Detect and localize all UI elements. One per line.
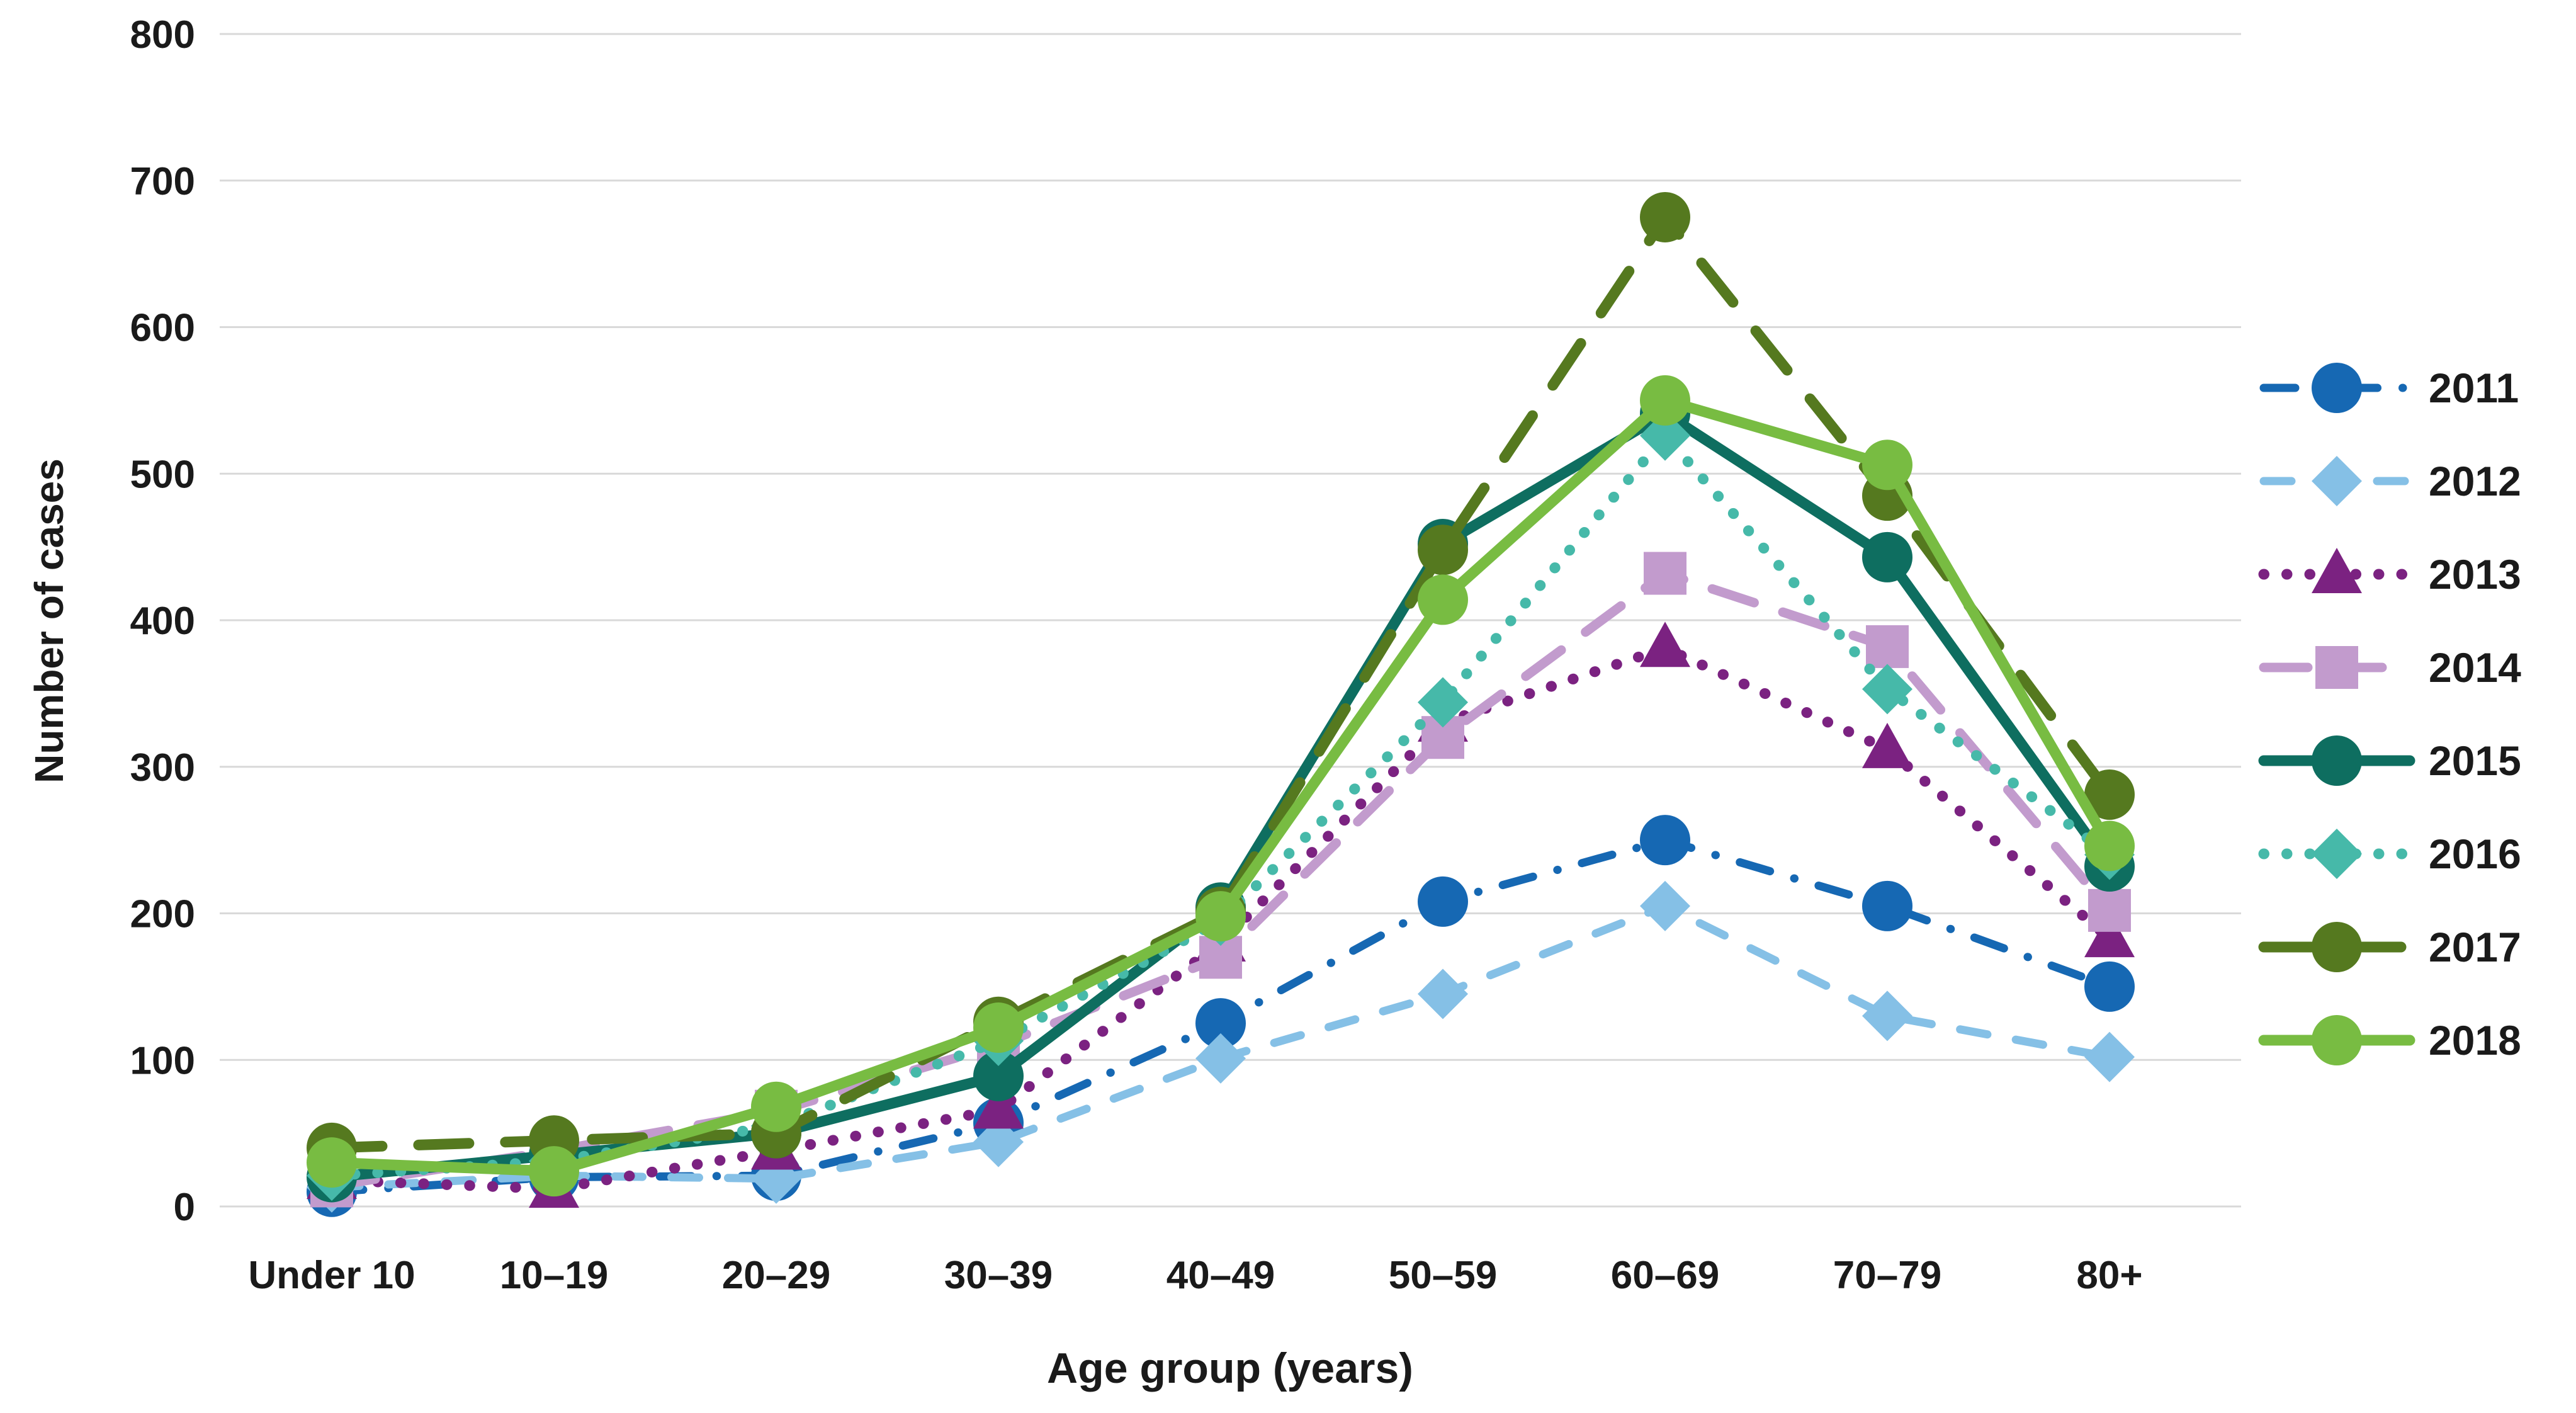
circle-marker <box>1418 876 1468 927</box>
legend-label: 2014 <box>2429 644 2521 691</box>
triangle-marker <box>1862 722 1912 768</box>
legend: 2011 2012 2013 2014 2015 2016 2017 2018 <box>2258 363 2521 1065</box>
y-tick-label: 700 <box>130 160 195 203</box>
legend-item-2014: 2014 <box>2259 644 2521 691</box>
legend-item-2012: 2012 <box>2259 456 2521 506</box>
diamond-marker <box>2084 1031 2135 1082</box>
legend-label: 2013 <box>2429 551 2521 598</box>
diamond-marker <box>1862 990 1912 1041</box>
y-axis-title: Number of cases <box>26 458 72 783</box>
circle-marker <box>1862 440 1912 491</box>
x-tick-label: 30–39 <box>944 1254 1053 1297</box>
circle-marker <box>2084 820 2135 871</box>
diamond-marker <box>2312 456 2362 506</box>
legend-item-2015: 2015 <box>2258 735 2521 786</box>
series-line-2014 <box>327 569 2115 1191</box>
legend-item-2018: 2018 <box>2258 1015 2521 1065</box>
x-tick-label: 80+ <box>2076 1254 2142 1297</box>
legend-item-2011: 2011 <box>2259 363 2519 413</box>
legend-label: 2012 <box>2429 458 2521 504</box>
y-axis-tick-labels: 0 100 200 300 400 500 600 700 800 <box>130 13 195 1229</box>
y-tick-label: 0 <box>174 1186 195 1229</box>
circle-marker <box>1195 998 1246 1049</box>
triangle-marker <box>2312 548 2362 593</box>
x-axis-tick-labels: Under 10 10–19 20–29 30–39 40–49 50–59 60–69 70… <box>248 1254 2142 1297</box>
diamond-marker <box>2312 829 2362 879</box>
diamond-marker <box>1640 410 1690 461</box>
triangle-marker <box>2084 912 2135 958</box>
circle-marker <box>1640 815 1690 866</box>
x-tick-label: 40–49 <box>1167 1254 1275 1297</box>
circle-marker <box>2084 961 2135 1012</box>
circle-marker <box>2312 363 2362 413</box>
y-tick-label: 500 <box>130 453 195 496</box>
circle-marker <box>2312 922 2362 972</box>
legend-label: 2018 <box>2429 1017 2521 1064</box>
triangle-marker <box>973 1083 1024 1129</box>
circle-marker <box>973 1002 1024 1053</box>
legend-label: 2015 <box>2429 737 2521 784</box>
gridlines <box>220 33 2241 1208</box>
y-tick-label: 100 <box>130 1039 195 1082</box>
x-tick-label: Under 10 <box>248 1254 415 1297</box>
data-series <box>307 191 2135 1217</box>
x-tick-label: 60–69 <box>1611 1254 1719 1297</box>
legend-item-2016: 2016 <box>2258 829 2521 879</box>
circle-marker <box>973 1050 1024 1101</box>
diamond-marker <box>1195 1033 1246 1084</box>
circle-marker <box>1640 191 1690 242</box>
circle-marker <box>529 1146 579 1197</box>
diamond-marker <box>1418 968 1468 1019</box>
legend-label: 2017 <box>2429 924 2521 970</box>
legend-label: 2016 <box>2429 831 2521 877</box>
diamond-marker <box>1418 677 1468 728</box>
circle-marker <box>1418 525 1468 576</box>
series-line-2017 <box>326 212 2115 1154</box>
circle-marker <box>1418 574 1468 625</box>
x-tick-label: 10–19 <box>500 1254 608 1297</box>
y-tick-label: 800 <box>130 13 195 57</box>
circle-marker <box>307 1137 357 1188</box>
x-tick-label: 70–79 <box>1833 1254 1941 1297</box>
legend-item-2017: 2017 <box>2258 922 2521 972</box>
circle-marker <box>1640 375 1690 426</box>
x-axis-title: Age group (years) <box>1047 1344 1413 1392</box>
square-marker <box>1644 552 1686 595</box>
circle-marker <box>1862 880 1912 931</box>
series-2018 <box>307 375 2135 1197</box>
circle-marker <box>1195 891 1246 942</box>
y-tick-label: 300 <box>130 746 195 790</box>
circle-marker <box>1862 531 1912 582</box>
square-marker <box>2315 646 2358 689</box>
x-tick-label: 50–59 <box>1389 1254 1497 1297</box>
diamond-marker <box>1640 880 1690 931</box>
y-tick-label: 200 <box>130 893 195 936</box>
diamond-marker <box>973 1116 1024 1167</box>
circle-marker <box>2084 769 2135 820</box>
square-marker <box>2088 888 2131 932</box>
diamond-marker <box>1862 664 1912 715</box>
series-line-2013 <box>326 642 2115 1195</box>
circle-marker <box>751 1081 801 1132</box>
legend-item-2013: 2013 <box>2258 548 2521 598</box>
y-tick-label: 400 <box>130 599 195 643</box>
legend-label: 2011 <box>2429 365 2519 411</box>
y-tick-label: 600 <box>130 307 195 350</box>
square-marker <box>1866 625 1909 668</box>
circle-marker <box>2312 735 2362 786</box>
triangle-marker <box>1640 621 1690 667</box>
circle-marker <box>2312 1015 2362 1065</box>
x-tick-label: 20–29 <box>722 1254 830 1297</box>
